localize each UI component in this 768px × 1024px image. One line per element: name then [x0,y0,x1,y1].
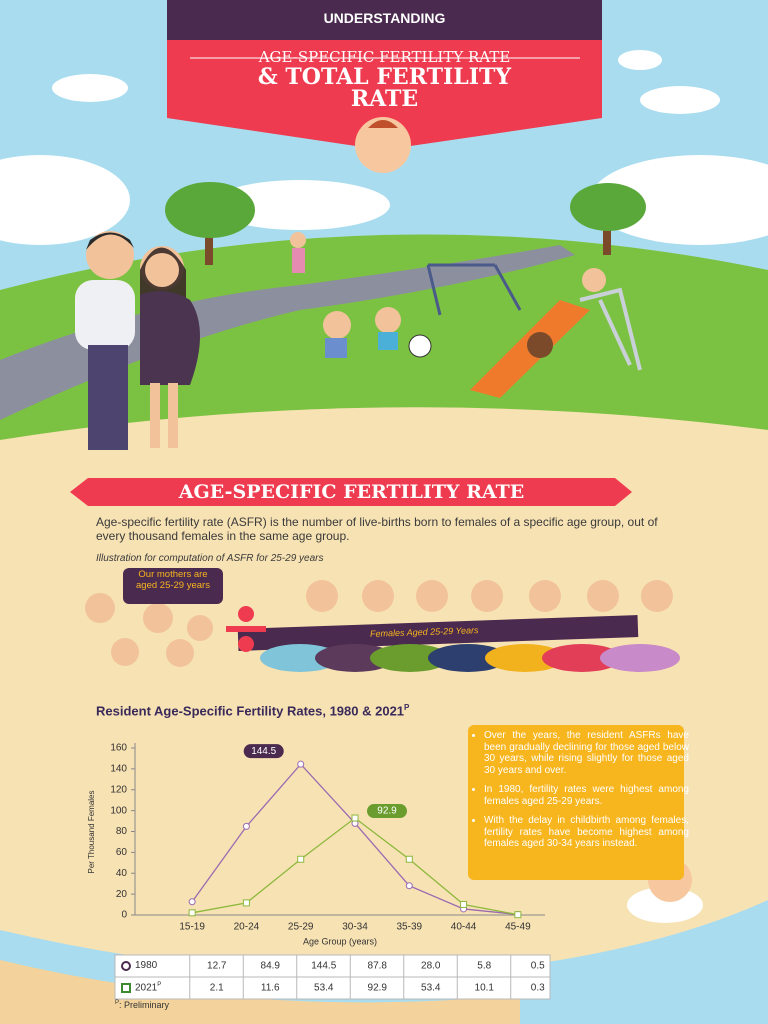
x-tick-label: 30-34 [342,922,368,933]
table-cell: 144.5 [311,961,336,972]
y-tick-label: 160 [110,743,127,754]
table-cell: 28.0 [421,961,441,972]
y-tick-label: 120 [110,784,127,795]
point [188,909,196,917]
y-tick-label: 140 [110,764,127,775]
footnote-text: : Preliminary [119,1000,170,1010]
legend-1980: 1980 [135,960,158,971]
table-cell: 12.7 [207,961,227,972]
y-tick-label: 80 [116,826,128,837]
x-tick-label: 45-49 [505,922,531,933]
table-cell: 11.6 [261,983,280,994]
callout-label: 144.5 [251,746,276,757]
point [514,911,522,919]
callout [243,744,284,759]
table-cell: 10.1 [475,983,495,994]
callout-label: 92.9 [377,806,397,817]
y-tick-label: 100 [110,805,127,816]
clouds [0,50,768,245]
legend-circle [121,961,131,971]
point [188,898,196,906]
point [460,900,468,908]
point [297,760,305,768]
point [351,814,359,822]
table-cell: 0.3 [531,983,545,994]
chart-title-sup: P [404,703,410,712]
chart-title: Resident Age-Specific Fertility Rates, 1… [96,703,409,718]
x-axis-label: Age Group (years) [303,936,377,946]
bullets: Over the years, the resident ASFRs have … [472,730,689,850]
table-cell: 5.8 [477,961,491,972]
kids [290,232,606,358]
point [405,882,413,890]
dune [0,960,520,1024]
x-tick-label: 35-39 [396,922,422,933]
title-line: RATE [350,86,419,112]
speech-bubble: Our mothers are aged 25-29 years [136,569,210,591]
y-tick-label: 40 [116,868,128,879]
bullet: In 1980, fertility rates were highest am… [484,784,689,807]
chart: 0 20 40 60 80 100 120 140 160 15-19 20-24 25-29 30-3… [87,743,545,946]
table-cell: 87.8 [368,961,388,972]
x-tick-label: 20-24 [234,922,260,933]
x-tick-label: 40-44 [451,922,477,933]
table-cell: 84.9 [261,961,281,972]
y-tick-label: 20 [116,889,128,900]
legend-square [121,983,131,993]
legend-2021: 2021P [135,982,161,993]
kicker: UNDERSTANDING [323,10,446,26]
grass [0,234,768,470]
y-tick-label: 0 [121,910,127,921]
y-axis-label: Per Thousand Females [87,790,96,873]
point [242,822,250,830]
header-ribbon [167,0,602,173]
point [242,899,250,907]
definition: Age-specific fertility rate (ASFR) is th… [96,515,658,543]
section-heading: AGE-SPECIFIC FERTILITY RATE [178,481,525,503]
chart-title-text: Resident Age-Specific Fertility Rates, 1… [96,703,405,719]
table-cell: 2.1 [210,983,224,994]
title-line: & TOTAL FERTILITY [257,64,512,90]
table-cell: 53.4 [421,983,441,994]
callout [367,804,407,819]
family [75,231,200,450]
bullet: Over the years, the resident ASFRs have … [484,730,689,776]
footnote-mark: P [115,1000,120,1006]
women-row [226,580,680,672]
point [405,855,413,863]
title-line: AGE-SPECIFIC FERTILITY RATE [258,48,511,66]
x-tick-label: 25-29 [288,922,314,933]
trees [165,182,646,265]
bullet-box [468,725,684,880]
legend-2021-sup: P [157,982,162,988]
babies [85,568,223,667]
x-tick-label: 15-19 [179,922,205,933]
table-cell: 0.5 [531,961,545,972]
caption: Illustration for computation of ASFR for… [96,553,324,564]
legend-2021-text: 2021 [135,982,158,994]
y-tick-label: 60 [116,847,128,858]
point [297,855,305,863]
footnote: P: Preliminary [115,1000,169,1010]
section-ribbon [70,478,632,506]
table-cell: 92.9 [368,983,388,994]
table-cell: 53.4 [314,983,334,994]
bullet: With the delay in childbirth among femal… [484,815,689,850]
